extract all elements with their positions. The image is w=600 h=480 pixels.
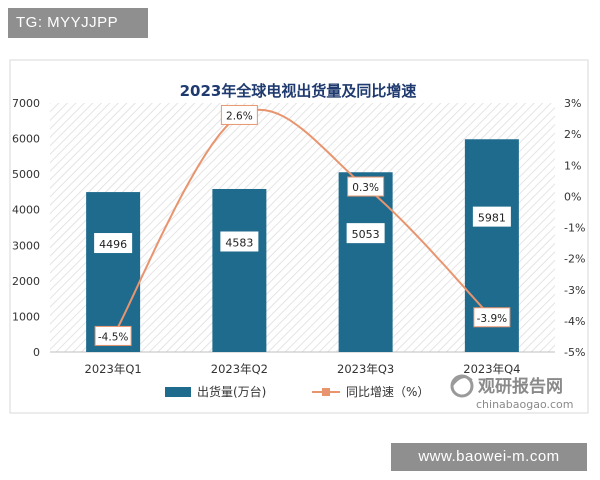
line-label-box: [347, 176, 385, 197]
bar-labels: 4496 4583 5053 5981: [94, 206, 511, 254]
line-label-box: [220, 104, 258, 125]
bar-value-label: 5981: [478, 212, 506, 225]
right-tick-label: 3%: [564, 97, 581, 110]
left-axis: 0 1000 2000 3000 4000 5000 6000 7000: [12, 97, 40, 359]
legend: 出货量(万台) 同比增速（%）: [165, 384, 429, 399]
right-tick-label: -1%: [564, 222, 585, 235]
line-labels: -4.5% 2.6% 0.3% -3.9%: [94, 104, 511, 346]
bar-label-box: [346, 223, 385, 244]
bar: [338, 172, 393, 352]
brand-logo: 观研报告网 chinabaogao.com: [450, 374, 574, 411]
bar-label-box: [472, 206, 511, 227]
line-label-box: [473, 307, 511, 328]
bar-label-box: [220, 231, 259, 252]
line-value-label: -4.5%: [98, 331, 128, 343]
legend-bar-label: 出货量(万台): [197, 384, 266, 399]
brand-logo-swoosh: [451, 376, 473, 387]
bar-series: [86, 139, 519, 352]
right-axis: -5% -4% -3% -2% -1% 0% 1% 2% 3%: [564, 97, 585, 359]
line-value-label: 0.3%: [352, 182, 379, 194]
left-tick-label: 0: [33, 346, 40, 359]
left-tick-label: 7000: [12, 97, 40, 110]
left-tick-label: 3000: [12, 239, 40, 252]
left-tick-label: 4000: [12, 204, 40, 217]
category-label: 2023年Q4: [463, 362, 520, 376]
right-tick-label: -4%: [564, 315, 585, 328]
right-tick-label: -3%: [564, 284, 585, 297]
legend-line-marker: [322, 388, 330, 396]
category-label: 2023年Q2: [211, 362, 268, 376]
brand-name: 观研报告网: [477, 376, 563, 397]
category-labels: 2023年Q1 2023年Q2 2023年Q3 2023年Q4: [85, 362, 521, 376]
watermark-tg: TG: MYYJJPP: [8, 8, 148, 38]
bar-label-box: [94, 233, 133, 254]
growth-line: [112, 108, 493, 337]
right-tick-label: 1%: [564, 159, 581, 172]
category-label: 2023年Q1: [85, 362, 142, 376]
line-label-box: [94, 325, 132, 346]
left-tick-label: 1000: [12, 310, 40, 323]
line-value-label: -3.9%: [477, 313, 507, 325]
legend-line-label: 同比增速（%）: [346, 385, 429, 399]
watermark-url: www.baowei-m.com: [391, 443, 587, 471]
bar: [86, 192, 141, 352]
line-value-label: 2.6%: [226, 110, 253, 122]
right-tick-label: -5%: [564, 346, 585, 359]
legend-bar-swatch: [165, 387, 191, 397]
brand-url: chinabaogao.com: [476, 398, 574, 411]
category-label: 2023年Q3: [337, 362, 394, 376]
bar-value-label: 4496: [99, 238, 127, 251]
bar-value-label: 4583: [225, 236, 253, 249]
right-tick-label: -2%: [564, 253, 585, 266]
right-tick-label: 2%: [564, 128, 581, 141]
bar-value-label: 5053: [352, 228, 380, 241]
left-tick-label: 2000: [12, 275, 40, 288]
left-tick-label: 6000: [12, 133, 40, 146]
chart-title: 2023年全球电视出货量及同比增速: [180, 82, 417, 100]
bar: [212, 188, 267, 352]
left-tick-label: 5000: [12, 168, 40, 181]
right-tick-label: 0%: [564, 190, 581, 203]
